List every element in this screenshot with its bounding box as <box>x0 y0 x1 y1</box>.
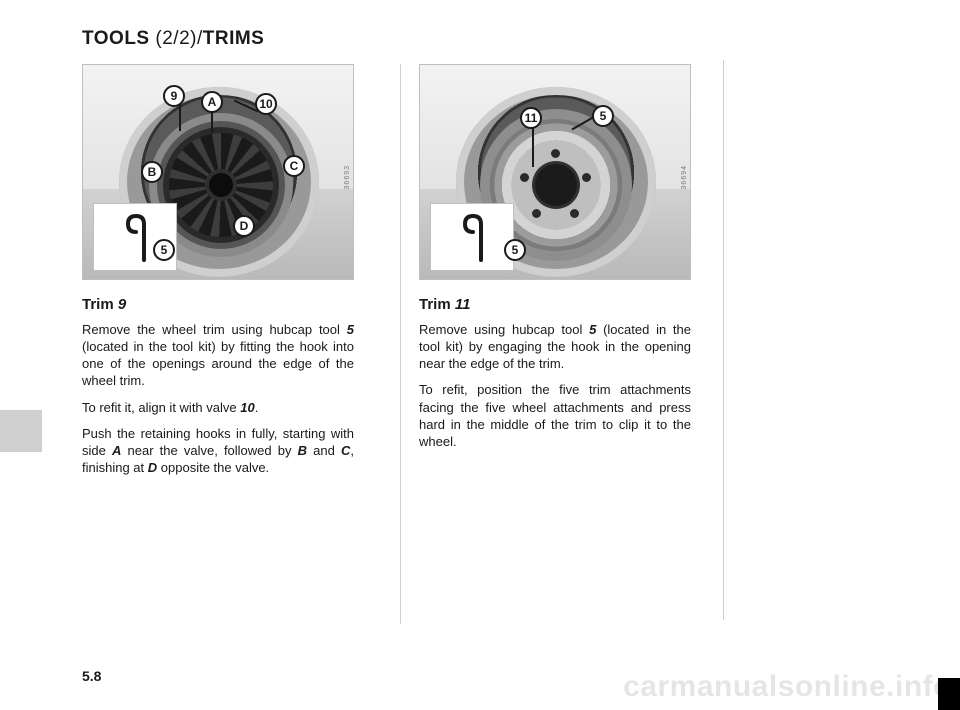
heading-label: Trim <box>419 296 455 313</box>
title-suffix: TRIMS <box>203 28 265 49</box>
side-tab <box>0 410 42 452</box>
heading-num: 9 <box>118 296 126 313</box>
column-separator <box>723 60 724 620</box>
trim-11-heading: Trim 11 <box>419 296 700 313</box>
heading-label: Trim <box>82 296 118 313</box>
callout-B: B <box>141 161 163 183</box>
hubcap-tool-inset <box>430 203 514 271</box>
wheel-hub-icon <box>209 173 233 197</box>
trim-9-p2: To refit it, align it with valve 10. <box>82 399 354 416</box>
callout-5: 5 <box>592 105 614 127</box>
trim-9-p1: Remove the wheel trim using hubcap tool … <box>82 321 354 390</box>
trim-11-p1: Remove using hubcap tool 5 (located in t… <box>419 321 691 372</box>
trim-11-p2: To refit, position the five trim attach­… <box>419 381 691 450</box>
image-number: 36694 <box>681 165 688 189</box>
column-1: 36693 9 A 10 B C D 5 <box>82 64 382 624</box>
corner-block <box>938 678 960 710</box>
callout-A: A <box>201 91 223 113</box>
figure-trim-9: 36693 9 A 10 B C D 5 <box>82 64 354 280</box>
leader-line <box>532 127 534 167</box>
callout-D: D <box>233 215 255 237</box>
alloy-wheel-icon <box>163 127 279 243</box>
manual-page: TOOLS (2/2)/TRIMS 36693 9 A 10 B C D <box>0 0 960 710</box>
trim-9-heading: Trim 9 <box>82 296 382 313</box>
figure-trim-11: 36694 11 5 5 <box>419 64 691 280</box>
callout-11: 11 <box>520 107 542 129</box>
content-columns: 36693 9 A 10 B C D 5 <box>0 64 960 624</box>
callout-5: 5 <box>504 239 526 261</box>
page-number: 5.8 <box>82 668 101 684</box>
callout-C: C <box>283 155 305 177</box>
leader-line <box>179 105 181 131</box>
watermark: carmanualsonline.info <box>623 670 952 704</box>
image-number: 36693 <box>344 165 351 189</box>
title-prefix: TOOLS <box>82 28 155 49</box>
title-count: (2/2)/ <box>155 28 202 49</box>
column-2: 36694 11 5 5 Trim 11 Remove using hubcap… <box>400 64 700 624</box>
callout-9: 9 <box>163 85 185 107</box>
hook-tool-icon <box>110 210 160 264</box>
leader-line <box>211 111 213 133</box>
callout-5: 5 <box>153 239 175 261</box>
hook-tool-icon <box>447 210 497 264</box>
trim-9-p3: Push the retaining hooks in fully, start… <box>82 425 354 476</box>
page-title: TOOLS (2/2)/TRIMS <box>0 28 960 64</box>
callout-10: 10 <box>255 93 277 115</box>
heading-num: 11 <box>455 296 471 313</box>
